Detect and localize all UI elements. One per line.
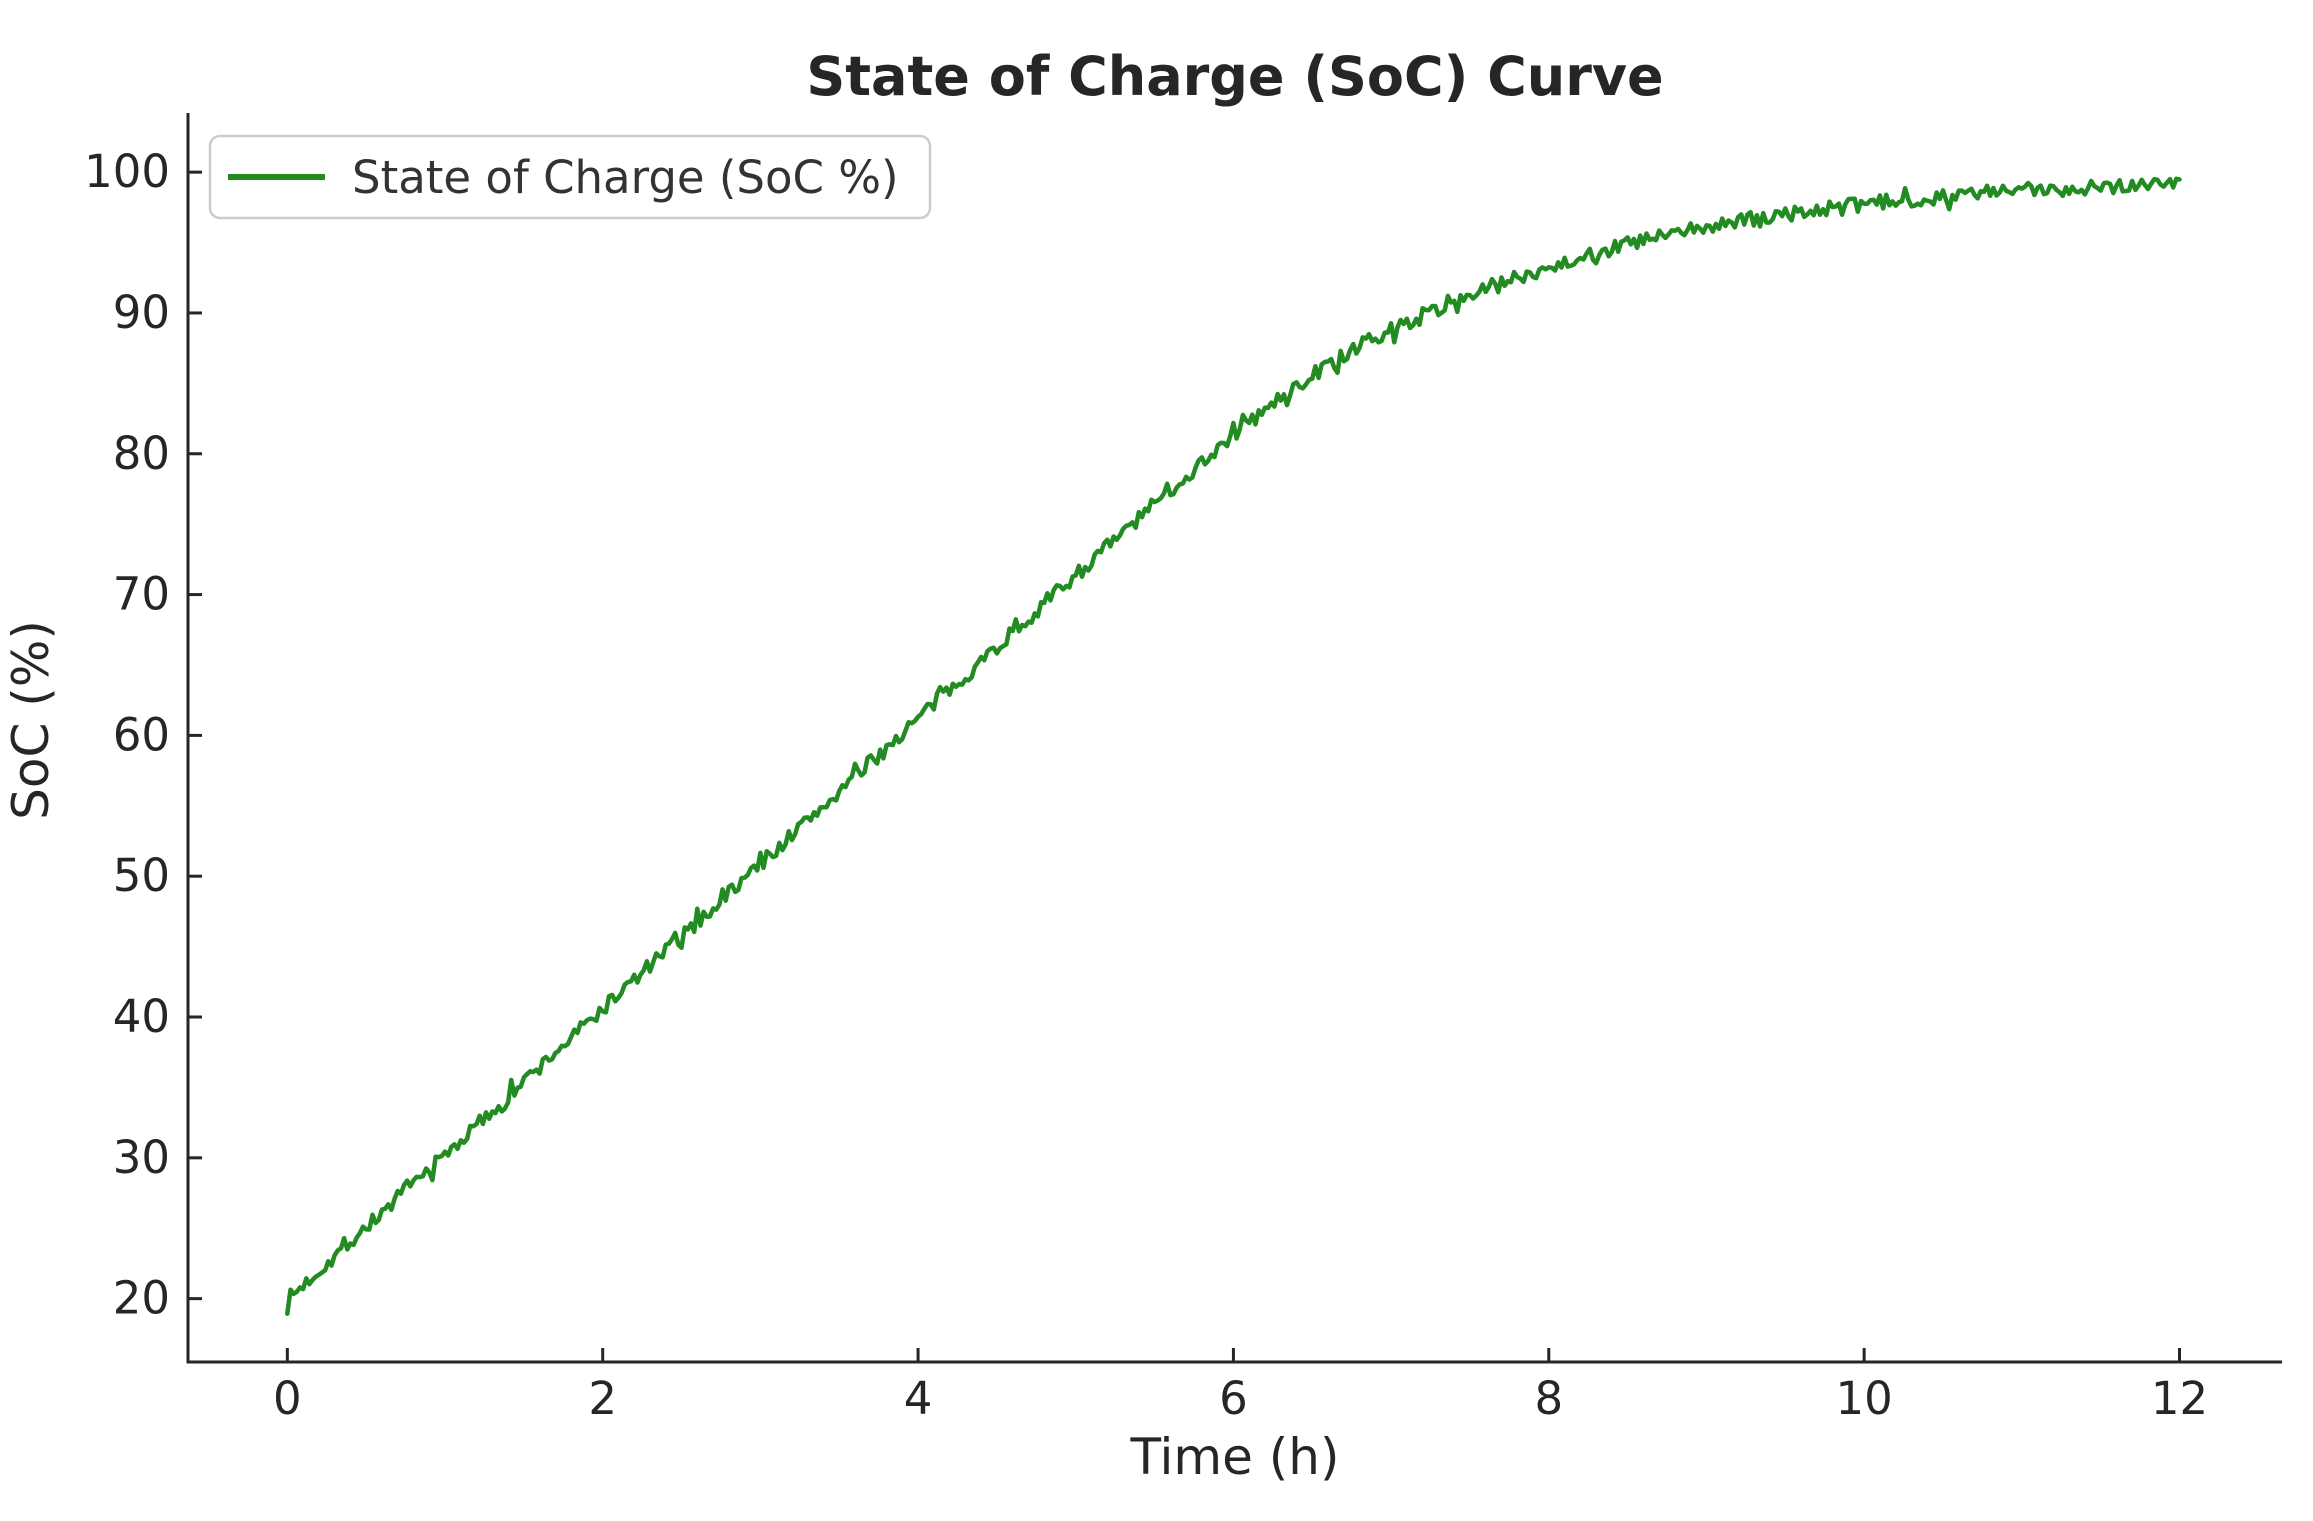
axes-spines <box>186 113 2282 1364</box>
x-tick-label: 12 <box>2151 1372 2208 1425</box>
legend-box <box>208 134 932 220</box>
y-tick-label: 90 <box>113 286 170 339</box>
y-tick-label: 60 <box>113 708 170 761</box>
x-tick-label: 6 <box>1219 1372 1248 1425</box>
y-tick-label: 70 <box>113 568 170 621</box>
axes-ticks: 0 2 4 6 8 10 12 20 30 40 50 60 70 80 90 100 <box>84 145 2208 1425</box>
x-tick-label: 4 <box>904 1372 933 1425</box>
y-tick-label: 100 <box>84 145 170 198</box>
y-tick-label: 20 <box>113 1272 170 1325</box>
chart-title: State of Charge (SoC) Curve <box>806 45 1663 108</box>
soc-line <box>285 176 2182 1316</box>
x-tick-label: 10 <box>1836 1372 1893 1425</box>
legend: State of Charge (SoC %) <box>208 134 932 220</box>
x-axis-label: Time (h) <box>1130 1428 1340 1486</box>
y-axis-label: SoC (%) <box>2 620 60 820</box>
y-tick-label: 30 <box>113 1131 170 1184</box>
y-tick-label: 40 <box>113 990 170 1043</box>
x-tick-label: 2 <box>588 1372 617 1425</box>
x-tick-label: 0 <box>273 1372 302 1425</box>
y-tick-label: 50 <box>113 849 170 902</box>
soc-line-group <box>285 176 2182 1316</box>
x-tick-label: 8 <box>1534 1372 1563 1425</box>
y-tick-label: 80 <box>113 427 170 480</box>
legend-entry-label: State of Charge (SoC %) <box>352 151 899 204</box>
